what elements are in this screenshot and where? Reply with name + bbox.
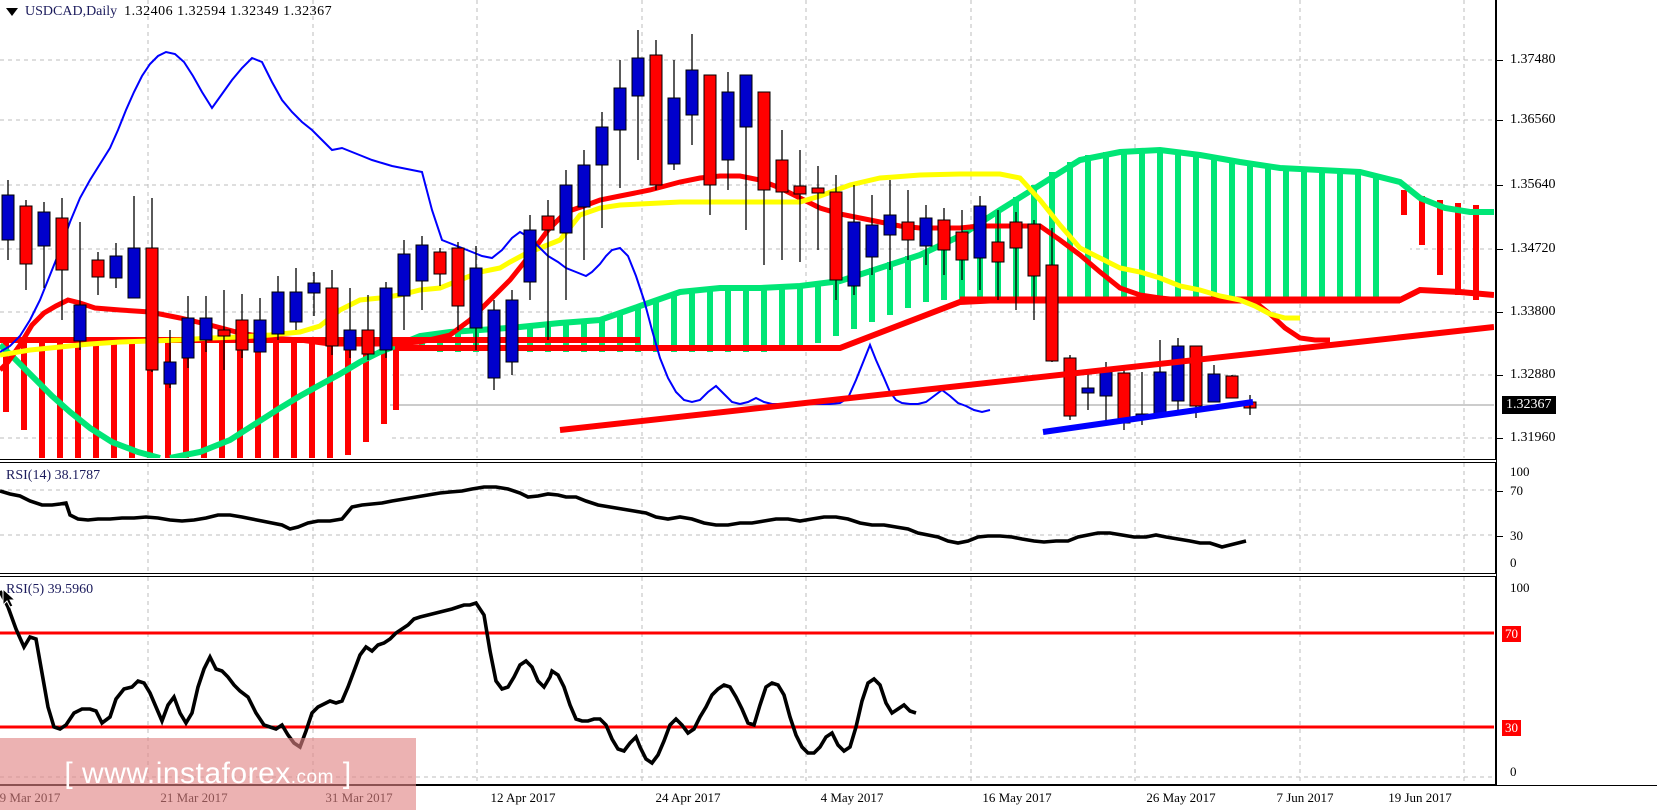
date-label: 24 Apr 2017: [655, 790, 721, 805]
oversold-badge: 30: [1502, 720, 1521, 736]
rsi-5-axis[interactable]: 100 70 30 0: [1496, 576, 1657, 785]
rsi-14-line: [0, 485, 1247, 549]
date-label: 31 Mar 2017: [325, 790, 393, 805]
price-axis-label: 1.35640: [1510, 177, 1556, 192]
symbol-label: USDCAD,Daily: [25, 4, 118, 19]
rsi5-axis-label: 0: [1510, 764, 1517, 779]
price-axis-label: 1.34720: [1510, 241, 1556, 256]
senkou-span-a-left: [0, 342, 161, 458]
date-label: 19 Jun 2017: [1388, 790, 1452, 805]
date-label: 4 May 2017: [820, 790, 884, 805]
rsi-14-svg: [0, 463, 1494, 573]
ohlc-values: 1.32406 1.32594 1.32349 1.32367: [124, 4, 333, 19]
axis-separator: [1496, 0, 1497, 785]
rsi14-gridlines: [0, 463, 1494, 573]
axis-tick: [1496, 60, 1503, 61]
date-label: 9 Mar 2017: [0, 790, 61, 805]
rsi-5-svg: [0, 577, 1494, 784]
current-price-tag: 1.32367: [1502, 396, 1556, 414]
date-label: 16 May 2017: [982, 790, 1052, 805]
date-label: 26 May 2017: [1146, 790, 1216, 805]
axis-tick: [1496, 249, 1503, 250]
axis-tick: [1496, 312, 1503, 313]
overbought-badge: 70: [1502, 626, 1521, 642]
support-trendline-red[interactable]: [559, 324, 1494, 433]
price-axis-label: 1.36560: [1510, 112, 1556, 127]
date-label: 21 Mar 2017: [160, 790, 228, 805]
rsi14-axis-label: 30: [1510, 528, 1523, 543]
price-axis-label: 1.32880: [1510, 367, 1556, 382]
price-axis[interactable]: 1.37480 1.36560 1.35640 1.34720 1.33800 …: [1496, 0, 1657, 460]
support-trendline-blue[interactable]: [1042, 399, 1254, 435]
price-axis-label: 1.33800: [1510, 304, 1556, 319]
rsi-5-panel[interactable]: RSI(5) 39.5960: [0, 576, 1496, 785]
tenkan-sen: [0, 171, 1300, 358]
chart-header: USDCAD,Daily 1.32406 1.32594 1.32349 1.3…: [0, 2, 332, 22]
rsi-14-label: RSI(14) 38.1787: [6, 468, 101, 483]
axis-tick: [1496, 375, 1503, 376]
rsi5-axis-label: 100: [1510, 580, 1530, 595]
rsi14-axis-label: 100: [1510, 464, 1530, 479]
price-axis-label: 1.31960: [1510, 430, 1556, 445]
candlestick-series: [1, 30, 1257, 430]
price-axis-label: 1.37480: [1510, 52, 1556, 67]
rsi5-gridlines: [0, 577, 1494, 784]
date-label: 12 Apr 2017: [490, 790, 556, 805]
date-axis[interactable]: 9 Mar 2017 21 Mar 2017 31 Mar 2017 12 Ap…: [0, 785, 1657, 811]
axis-tick: [1496, 491, 1503, 492]
rsi14-axis-label: 70: [1510, 483, 1523, 498]
triangle-down-icon[interactable]: [6, 8, 18, 16]
axis-tick: [1496, 438, 1503, 439]
rsi-5-line: [0, 590, 917, 766]
price-chart-svg: [0, 0, 1494, 458]
axis-tick: [1496, 185, 1503, 186]
date-label: 7 Jun 2017: [1276, 790, 1334, 805]
chikou-span: [0, 50, 991, 414]
price-chart-panel[interactable]: [0, 0, 1496, 460]
mouse-cursor-icon: [2, 588, 17, 608]
kumo-bearish-hatch: [3, 340, 399, 458]
rsi14-axis-label: 0: [1510, 555, 1517, 570]
rsi-14-axis[interactable]: 100 70 30 0: [1496, 462, 1657, 574]
kumo-bearish-right-hatch: [1401, 190, 1479, 300]
rsi-5-label: RSI(5) 39.5960: [6, 582, 94, 597]
senkou-span-a: [169, 146, 1494, 458]
axis-tick: [1496, 536, 1503, 537]
rsi-14-panel[interactable]: RSI(14) 38.1787: [0, 462, 1496, 574]
axis-tick: [1496, 120, 1503, 121]
